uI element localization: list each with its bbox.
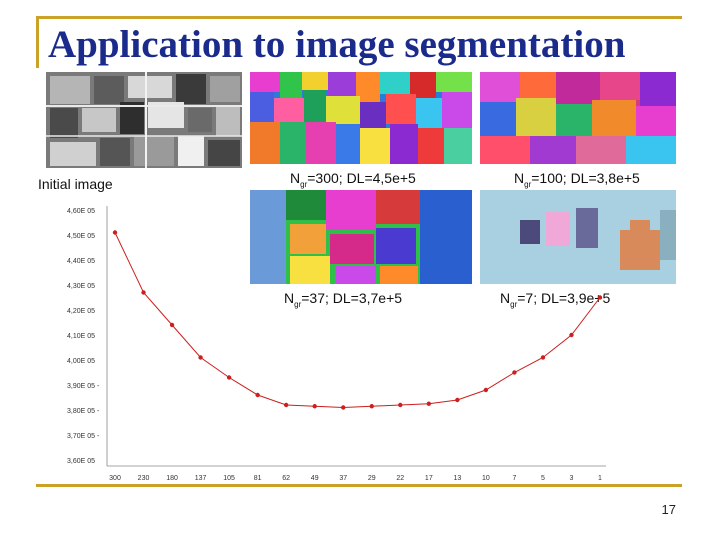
data-point (255, 392, 260, 398)
x-tick-label: 17 (425, 475, 433, 482)
data-point (226, 375, 232, 380)
data-point (341, 405, 346, 410)
description-length-chart: 4,60E 05 4,50E 05 4,40E 05 4,30E 05 4,20E 05… (67, 206, 606, 482)
x-tick-label: 13 (453, 475, 461, 482)
x-tick-label: 1 (598, 475, 602, 482)
data-point (483, 387, 489, 393)
x-tick-label: 180 (166, 475, 178, 482)
data-point (398, 402, 403, 408)
title-accent-top (36, 16, 682, 19)
y-tick-label: 4,60E 05 (67, 208, 95, 215)
y-tick-label: 4,10E 05 (67, 333, 95, 340)
data-point (540, 355, 546, 360)
segmentation-300-image (250, 72, 472, 164)
x-tick-label: 49 (311, 475, 319, 482)
y-tick-label: 3,60E 05 (67, 458, 95, 465)
series-line (114, 232, 601, 409)
x-tick-label: 300 (109, 475, 121, 482)
x-tick-label: 29 (368, 475, 376, 482)
y-tick-label: 4,30E 05 (67, 283, 95, 290)
footer-accent (36, 484, 682, 487)
x-tick-label: 5 (541, 475, 545, 482)
x-tick-label: 22 (396, 475, 404, 482)
data-point (569, 332, 574, 338)
segmentation-300-caption: Ngr=300; DL=4,5e+5 (290, 170, 416, 189)
x-tick-label: 7 (512, 475, 516, 482)
x-tick-label: 10 (482, 475, 490, 482)
data-point (312, 404, 317, 409)
segmentation-37-image (250, 190, 472, 284)
y-tick-label: 4,20E 05 (67, 308, 95, 315)
x-tick-label: 81 (254, 475, 262, 482)
segmentation-7-image (480, 190, 676, 284)
y-tick-label: 4,00E 05 (67, 358, 95, 365)
initial-image-caption: Initial image (38, 176, 113, 192)
data-point (455, 397, 460, 403)
y-tick-label: 3,80E 05 - (67, 408, 100, 415)
data-point (198, 355, 203, 360)
x-tick-label: 37 (339, 475, 347, 482)
x-tick-label: 137 (195, 475, 207, 482)
y-tick-label: 3,90E 05 - (67, 383, 100, 390)
x-tick-label: 105 (223, 475, 235, 482)
data-point (369, 404, 374, 409)
segmentation-100-image (480, 72, 676, 164)
slide-title: Application to image segmentation (48, 23, 626, 66)
x-tick-label: 3 (570, 475, 574, 482)
title-accent-vertical (36, 16, 39, 68)
segmentation-100-caption: Ngr=100; DL=3,8e+5 (514, 170, 640, 189)
x-tick-label: 62 (282, 475, 290, 482)
y-tick-label: 4,40E 05 (67, 258, 95, 265)
data-point (169, 322, 175, 328)
data-point (597, 295, 603, 300)
data-point (283, 402, 289, 408)
data-point (512, 370, 517, 375)
initial-image (46, 72, 242, 168)
x-tick-label: 230 (138, 475, 150, 482)
page-number: 17 (661, 502, 676, 517)
data-point (112, 230, 118, 235)
y-tick-label: 4,50E 05 (67, 233, 95, 240)
data-point (141, 290, 146, 295)
y-tick-label: 3,70E 05 - (67, 433, 100, 440)
segmentation-7-caption: Ngr=7; DL=3,9e+5 (500, 290, 611, 309)
segmentation-37-caption: Ngr=37; DL=3,7e+5 (284, 290, 403, 309)
data-point (426, 401, 432, 406)
